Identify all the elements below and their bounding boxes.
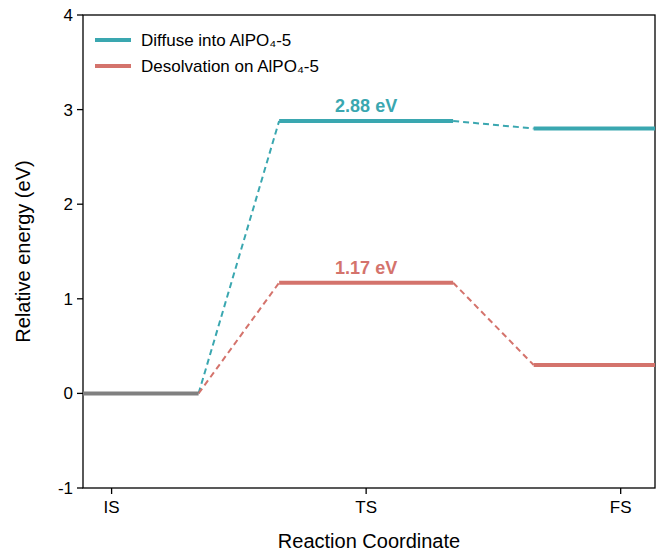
energy-level bbox=[279, 119, 453, 123]
y-tick-label: 2 bbox=[64, 195, 73, 214]
x-tick bbox=[111, 488, 112, 494]
y-tick bbox=[77, 109, 83, 110]
y-tick bbox=[77, 487, 83, 488]
connector bbox=[199, 283, 280, 394]
y-tick-label: 0 bbox=[64, 384, 73, 403]
connector bbox=[199, 121, 280, 393]
energy-level bbox=[83, 391, 199, 395]
energy-level bbox=[534, 127, 655, 131]
marks bbox=[83, 121, 655, 393]
legend-label: Diffuse into AlPO₄-5 bbox=[141, 31, 291, 50]
chart: -1 0 1 2 3 4 IS TS FS Reaction Coordinate Relative… bbox=[0, 0, 662, 556]
y-tick-label: 4 bbox=[64, 6, 73, 25]
y-tick-label: 1 bbox=[64, 290, 73, 309]
legend-swatch bbox=[95, 64, 131, 68]
legend-swatch bbox=[95, 38, 131, 42]
data-label: 1.17 eV bbox=[335, 258, 397, 278]
y-tick bbox=[77, 14, 83, 15]
connector bbox=[453, 283, 534, 365]
legend-label: Desolvation on AlPO₄-5 bbox=[141, 57, 319, 76]
y-axis-title: Relative energy (eV) bbox=[12, 160, 34, 342]
x-tick bbox=[365, 488, 366, 494]
y-tick bbox=[77, 393, 83, 394]
y-tick-label: 3 bbox=[64, 101, 73, 120]
x-tick-label: IS bbox=[104, 498, 120, 517]
plot-frame bbox=[83, 15, 655, 488]
data-label: 2.88 eV bbox=[335, 96, 397, 116]
x-tick-label: TS bbox=[355, 498, 377, 517]
y-tick bbox=[77, 204, 83, 205]
y-tick-label: -1 bbox=[58, 479, 73, 498]
x-tick-label: FS bbox=[610, 498, 632, 517]
y-tick bbox=[77, 298, 83, 299]
energy-level bbox=[279, 281, 453, 285]
x-axis-title: Reaction Coordinate bbox=[278, 530, 460, 552]
x-tick bbox=[620, 488, 621, 494]
connector bbox=[453, 121, 534, 129]
energy-level bbox=[534, 363, 655, 367]
